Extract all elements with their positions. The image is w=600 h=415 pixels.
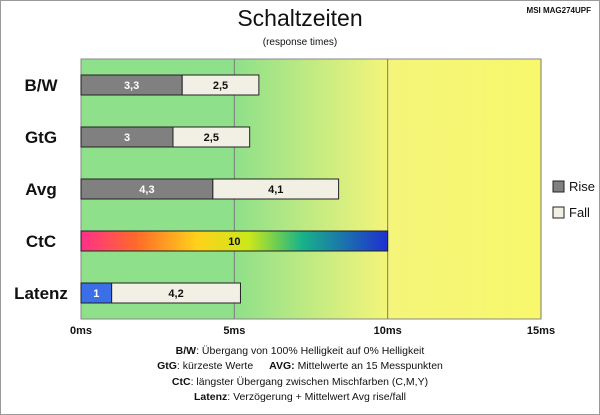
bar-rise-label: 4,3 (139, 184, 154, 196)
legend-swatch (552, 206, 565, 219)
chart-subtitle: (response times) (262, 37, 338, 48)
category-label: CtC (26, 232, 56, 251)
bar-fall-label: 2,5 (204, 132, 219, 144)
note-bw: B/W: Übergang von 100% Helligkeit auf 0%… (1, 344, 599, 359)
bar-fall (111, 282, 241, 304)
legend-label: Fall (569, 205, 590, 220)
legend-swatch (552, 180, 565, 193)
chart-title: Schaltzeiten (237, 5, 363, 31)
bar-fall-label: 4,1 (268, 184, 283, 196)
bar-rise-label: 3,3 (124, 80, 139, 92)
note-gtg-text: : kürzeste Werte (176, 360, 254, 373)
note-lat-key: Latenz (194, 391, 228, 404)
note-avg-key: AVG: (269, 360, 295, 373)
bar-rise-label: 3 (124, 132, 130, 144)
bar-rise (80, 230, 389, 252)
note-bw-text: : Übergang von 100% Helligkeit auf 0% He… (196, 345, 425, 357)
note-ctc-text: : längster Übergang zwischen Mischfarben… (190, 375, 429, 388)
monitor-model-label: MSI MAG274UPF (526, 6, 591, 15)
category-label: Latenz (14, 284, 68, 303)
x-tick-label: 0ms (70, 325, 92, 337)
bar-fall (181, 74, 260, 96)
category-label: Avg (25, 180, 57, 199)
x-tick-label: 15ms (527, 325, 555, 337)
bar-rise-label: 10 (228, 236, 240, 248)
bar-fall (212, 178, 340, 200)
bar-fall-label: 4,2 (168, 288, 183, 300)
note-avg-text: Mittelwerte an 15 Messpunkten (294, 360, 443, 373)
category-label: GtG (25, 128, 57, 147)
note-lat-text: : Verzögerung + Mittelwert Avg rise/fall (227, 391, 406, 404)
legend-notes: B/W: Übergang von 100% Helligkeit auf 0%… (1, 344, 599, 406)
note-latenz: Latenz: Verzögerung + Mittelwert Avg ris… (1, 390, 599, 405)
bar-rise-label: 1 (93, 288, 99, 300)
legend-label: Rise (569, 179, 595, 194)
category-label: B/W (24, 76, 58, 95)
bar-fall-label: 2,5 (213, 80, 228, 92)
x-tick-label: 5ms (223, 325, 245, 337)
note-gtg-avg: GtG: kürzeste Werte AVG: Mittelwerte an 1… (1, 359, 599, 374)
x-tick-label: 10ms (374, 325, 402, 337)
note-ctc-key: CtC (171, 375, 191, 388)
note-bw-key: B/W (175, 345, 197, 357)
note-gtg-key: GtG (157, 360, 177, 373)
note-ctc: CtC: längster Übergang zwischen Mischfar… (1, 375, 599, 390)
bar-fall (172, 126, 251, 148)
